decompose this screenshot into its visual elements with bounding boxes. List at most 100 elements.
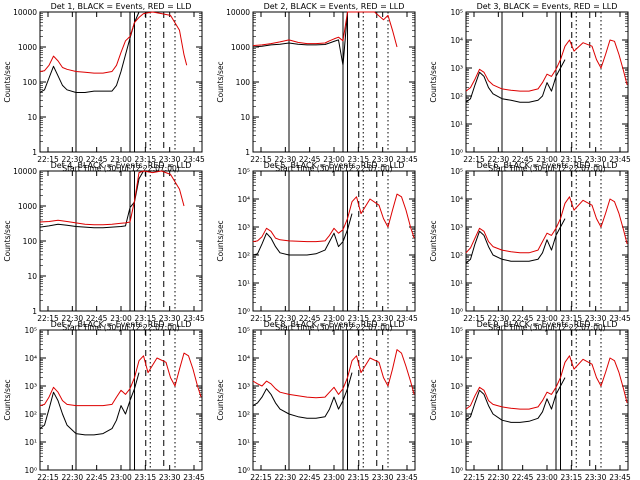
x-axis-label: Start Time (30-Jul-12 22:07:00) <box>488 323 605 332</box>
y-tick-label: 10000 <box>13 8 37 17</box>
x-tick-label: 23:00 <box>110 473 132 480</box>
plot-frame <box>252 11 416 153</box>
chart-title: Det 9, BLACK = Events, RED = LLD <box>477 320 618 329</box>
y-tick-label: 10³ <box>237 223 250 232</box>
y-tick-label: 10⁴ <box>24 354 37 363</box>
y-tick-label: 10⁴ <box>450 195 463 204</box>
y-axis-label: Counts/sec <box>216 220 225 261</box>
y-axis-label: Counts/sec <box>3 220 12 261</box>
x-tick-label: 22:45 <box>86 314 108 323</box>
x-tick-label: 22:15 <box>250 314 272 323</box>
y-tick-label: 10² <box>237 251 250 260</box>
series-line-black <box>252 372 353 419</box>
y-tick-label: 10³ <box>237 382 250 391</box>
y-tick-label: 10¹ <box>450 279 463 288</box>
x-tick-label: 22:45 <box>86 155 108 164</box>
y-tick-label: 10⁴ <box>237 354 250 363</box>
y-tick-label: 10⁴ <box>237 195 250 204</box>
series-line-red <box>39 352 202 407</box>
x-tick-label: 23:45 <box>183 314 205 323</box>
x-tick-label: 23:30 <box>159 314 181 323</box>
x-tick-label: 22:15 <box>463 314 485 323</box>
y-tick-label: 10³ <box>24 382 37 391</box>
plot-frame <box>252 170 416 312</box>
series-line-red <box>465 39 628 92</box>
x-tick-label: 22:30 <box>62 314 84 323</box>
series-line-black <box>39 372 140 436</box>
y-tick-label: 10⁰ <box>450 466 463 475</box>
series-line-black <box>465 377 566 423</box>
y-tick-label: 10⁵ <box>237 326 250 335</box>
x-tick-label: 22:15 <box>463 155 485 164</box>
x-tick-label: 23:30 <box>372 314 394 323</box>
x-tick-label: 23:45 <box>609 314 631 323</box>
x-tick-label: 23:15 <box>561 155 583 164</box>
chart-title: Det 4, BLACK = Events, RED = LLD <box>51 161 192 170</box>
x-tick-label: 22:45 <box>512 473 534 480</box>
y-tick-label: 10¹ <box>450 438 463 447</box>
series-line-red <box>39 170 185 226</box>
series-line-black <box>252 11 357 66</box>
x-axis-label: Start Time (30-Jul-12 22:07:00) <box>275 323 392 332</box>
series-line-red <box>39 11 188 74</box>
y-tick-label: 10² <box>450 410 463 419</box>
x-tick-label: 23:15 <box>348 473 370 480</box>
y-tick-label: 1 <box>32 307 37 316</box>
x-tick-label: 22:30 <box>488 155 510 164</box>
y-tick-label: 10⁵ <box>237 167 250 176</box>
plot-frame <box>39 11 203 153</box>
y-tick-label: 1 <box>32 148 37 157</box>
y-tick-label: 100 <box>236 78 251 87</box>
series-line-red <box>252 193 415 243</box>
chart-title: Det 3, BLACK = Events, RED = LLD <box>477 2 618 11</box>
y-tick-label: 10² <box>450 251 463 260</box>
chart-title: Det 8, BLACK = Events, RED = LLD <box>264 320 405 329</box>
x-tick-label: 22:45 <box>86 473 108 480</box>
y-tick-label: 10⁴ <box>450 354 463 363</box>
series-line-black <box>252 213 353 256</box>
x-tick-label: 22:15 <box>250 155 272 164</box>
y-tick-label: 10⁵ <box>450 326 463 335</box>
x-tick-label: 23:15 <box>135 314 157 323</box>
x-tick-label: 23:00 <box>323 314 345 323</box>
y-tick-label: 10⁵ <box>24 326 37 335</box>
x-tick-label: 23:00 <box>323 155 345 164</box>
x-tick-label: 23:00 <box>536 155 558 164</box>
x-tick-label: 23:30 <box>372 155 394 164</box>
x-tick-label: 23:30 <box>585 473 607 480</box>
y-tick-label: 10² <box>450 92 463 101</box>
y-tick-label: 10⁰ <box>237 307 250 316</box>
y-tick-label: 10² <box>237 410 250 419</box>
plot-frame <box>39 170 203 312</box>
y-tick-label: 100 <box>23 78 38 87</box>
series-line-red <box>252 11 398 48</box>
y-tick-label: 10³ <box>450 382 463 391</box>
x-tick-label: 23:00 <box>536 314 558 323</box>
y-axis-label: Counts/sec <box>3 61 12 102</box>
y-tick-label: 1 <box>245 148 250 157</box>
x-tick-label: 22:45 <box>299 473 321 480</box>
x-tick-label: 22:15 <box>37 155 59 164</box>
x-tick-label: 23:45 <box>396 473 418 480</box>
x-tick-label: 22:30 <box>62 155 84 164</box>
plot-frame <box>252 329 416 471</box>
y-tick-label: 10⁰ <box>237 466 250 475</box>
x-tick-label: 23:00 <box>110 155 132 164</box>
y-tick-label: 1000 <box>18 43 37 52</box>
y-tick-label: 10 <box>240 113 250 122</box>
y-tick-label: 10² <box>24 410 37 419</box>
y-tick-label: 10⁰ <box>450 148 463 157</box>
y-tick-label: 10¹ <box>24 438 37 447</box>
x-tick-label: 23:45 <box>396 155 418 164</box>
x-tick-label: 22:45 <box>512 314 534 323</box>
x-tick-label: 23:00 <box>323 473 345 480</box>
series-line-red <box>252 349 415 399</box>
chart-panel-4: 1 10 100 1000 10000 22:15 22:30 22:45 23:00 23:15… <box>3 161 205 332</box>
x-tick-label: 23:45 <box>396 314 418 323</box>
